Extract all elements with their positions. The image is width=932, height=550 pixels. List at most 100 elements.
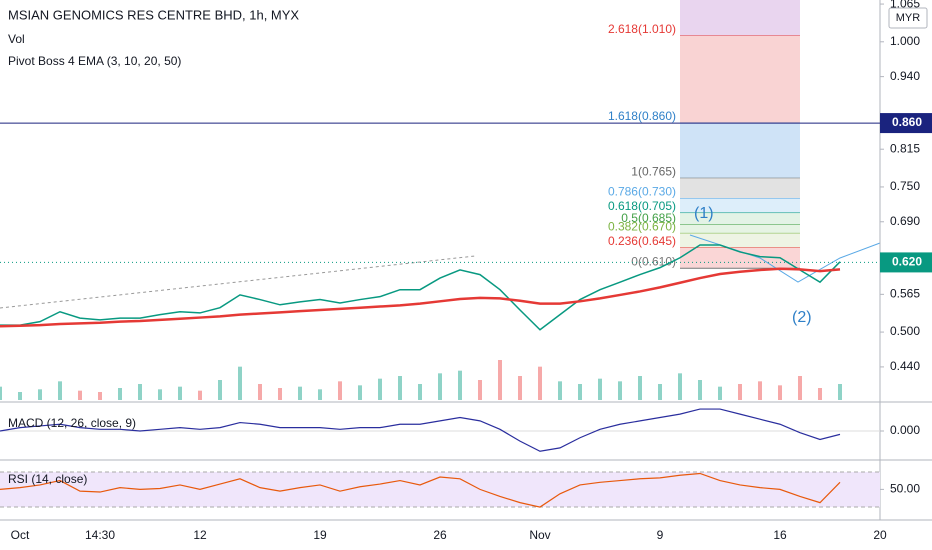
currency-box bbox=[888, 7, 928, 29]
price-line-box bbox=[880, 113, 932, 134]
fib-zone bbox=[680, 224, 800, 234]
volume-bar bbox=[18, 392, 22, 400]
volume-bar bbox=[238, 366, 242, 400]
volume-bar bbox=[838, 384, 842, 400]
x-tick-label: 9 bbox=[657, 528, 664, 542]
x-tick-label: 12 bbox=[193, 528, 207, 542]
volume-bar bbox=[538, 366, 542, 400]
volume-bar bbox=[138, 384, 142, 400]
x-tick-label: 14:30 bbox=[85, 528, 115, 542]
volume-bar bbox=[718, 386, 722, 400]
fib-label: 0.5(0.685) bbox=[621, 211, 676, 225]
volume-bar bbox=[118, 388, 122, 400]
volume-bar bbox=[578, 384, 582, 400]
current-price-label: 0.620 bbox=[892, 255, 922, 269]
wave-annotation: (1) bbox=[694, 205, 714, 222]
volume-bar bbox=[58, 381, 62, 400]
volume-bar bbox=[378, 378, 382, 400]
fib-label: 0.236(0.645) bbox=[608, 234, 676, 248]
y-tick-label: 0.690 bbox=[890, 214, 920, 228]
volume-bar bbox=[798, 376, 802, 400]
volume-bar bbox=[458, 370, 462, 400]
x-tick-label: 16 bbox=[773, 528, 787, 542]
volume-bar bbox=[38, 389, 42, 400]
fib-label: 0(0.610) bbox=[631, 254, 676, 268]
series-line bbox=[0, 408, 841, 452]
volume-bar bbox=[598, 378, 602, 400]
volume-bar bbox=[438, 373, 442, 400]
indicator-label: Vol bbox=[8, 32, 25, 46]
volume-bar bbox=[178, 386, 182, 400]
x-tick-label: 19 bbox=[313, 528, 327, 542]
current-price-box bbox=[880, 252, 932, 273]
volume-bar bbox=[78, 390, 82, 400]
series-line bbox=[0, 244, 841, 331]
volume-bar bbox=[678, 373, 682, 400]
y-tick-label: 50.00 bbox=[890, 482, 920, 496]
x-tick-label: 20 bbox=[873, 528, 887, 542]
y-tick-label: 0.440 bbox=[890, 359, 920, 373]
fib-zone bbox=[680, 123, 800, 179]
fib-zone bbox=[680, 178, 800, 199]
y-tick-label: 0.565 bbox=[890, 287, 920, 301]
fib-zones: 2.618(1.010) 1.618(0.860) 1(0.765) 0.786(0.… bbox=[608, 0, 800, 269]
volume-bar bbox=[338, 381, 342, 400]
y-tick-label: 0.750 bbox=[890, 179, 920, 193]
currency: MYR bbox=[896, 12, 921, 24]
fib-zone bbox=[680, 198, 800, 214]
indicator-label: Pivot Boss 4 EMA (3, 10, 20, 50) bbox=[8, 54, 181, 68]
fib-label: 2.618(1.010) bbox=[608, 22, 676, 36]
volume-bar bbox=[658, 384, 662, 400]
volume-bar bbox=[258, 384, 262, 400]
series-line bbox=[0, 472, 841, 508]
volume-bar bbox=[398, 376, 402, 400]
volume-bar bbox=[98, 392, 102, 400]
volume-bar bbox=[298, 386, 302, 400]
y-tick-label: 0.815 bbox=[890, 141, 920, 155]
x-tick-label: Nov bbox=[529, 528, 550, 542]
volume-bar bbox=[738, 384, 742, 400]
price-line-label: 0.860 bbox=[892, 115, 922, 129]
volume-bar bbox=[818, 388, 822, 400]
volume-bar bbox=[698, 380, 702, 400]
y-tick-label: 1.000 bbox=[890, 34, 920, 48]
y-tick-label: 1.065 bbox=[890, 0, 920, 10]
fib-label: 0.786(0.730) bbox=[608, 185, 676, 199]
y-tick-label: 0.500 bbox=[890, 324, 920, 338]
y-tick-label: 0.940 bbox=[890, 69, 920, 83]
chart-title: MSIAN GENOMICS RES CENTRE BHD, 1h, MYX bbox=[8, 7, 299, 22]
series-line bbox=[0, 267, 841, 328]
volume-bar bbox=[0, 386, 2, 400]
fib-zone bbox=[680, 213, 800, 225]
rsi-title: RSI (14, close) bbox=[8, 472, 87, 486]
fib-label: 1(0.765) bbox=[631, 164, 676, 178]
volume-bar bbox=[618, 381, 622, 400]
y-tick-label: 0.000 bbox=[890, 423, 920, 437]
fib-label: 1.618(0.860) bbox=[608, 109, 676, 123]
trend-line bbox=[0, 255, 476, 309]
volume-bar bbox=[498, 360, 502, 400]
volume-bar bbox=[198, 390, 202, 400]
fib-zone bbox=[680, 35, 800, 124]
volume-bar bbox=[218, 380, 222, 400]
volume-bar bbox=[158, 389, 162, 400]
fib-label: 0.382(0.670) bbox=[608, 220, 676, 234]
volume-bar bbox=[278, 388, 282, 400]
x-tick-label: Oct bbox=[11, 528, 30, 542]
fib-label: 0.618(0.705) bbox=[608, 199, 676, 213]
volume-bar bbox=[518, 376, 522, 400]
x-tick-label: 26 bbox=[433, 528, 447, 542]
macd-title: MACD (12, 26, close, 9) bbox=[8, 416, 136, 430]
wave-annotation: (2) bbox=[792, 309, 812, 326]
volume-bar bbox=[318, 389, 322, 400]
volume-bar bbox=[638, 376, 642, 400]
fib-zone bbox=[680, 0, 800, 36]
volume-bar bbox=[358, 385, 362, 400]
volume-bar bbox=[758, 381, 762, 400]
volume-bar bbox=[558, 381, 562, 400]
volume-bar bbox=[478, 380, 482, 400]
volume-bar bbox=[778, 385, 782, 400]
volume-bar bbox=[418, 384, 422, 400]
